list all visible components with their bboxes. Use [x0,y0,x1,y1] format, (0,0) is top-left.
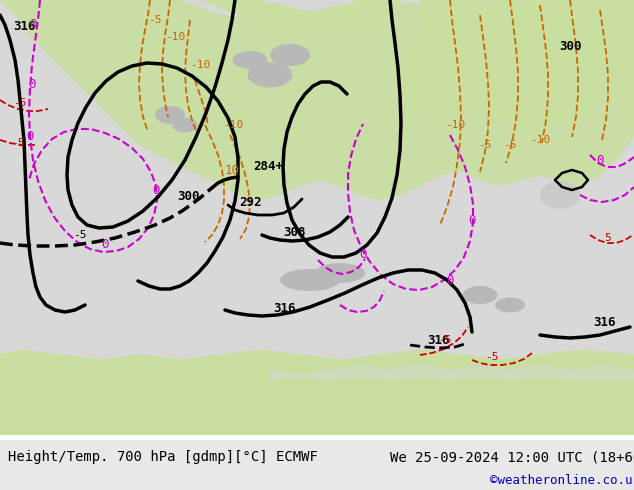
Text: 10: 10 [224,164,240,176]
Text: -5: -5 [478,140,492,150]
Ellipse shape [315,263,365,283]
Text: 0: 0 [596,153,604,167]
Polygon shape [400,0,634,130]
Ellipse shape [270,44,310,66]
Text: Height/Temp. 700 hPa [gdmp][°C] ECMWF: Height/Temp. 700 hPa [gdmp][°C] ECMWF [8,450,318,464]
Polygon shape [0,350,634,435]
Text: 0: 0 [101,239,109,251]
Text: We 25-09-2024 12:00 UTC (18+66): We 25-09-2024 12:00 UTC (18+66) [390,450,634,464]
Text: 0: 0 [469,214,476,226]
Ellipse shape [495,297,525,313]
Text: -10: -10 [223,120,243,130]
Text: 300: 300 [559,41,581,53]
Ellipse shape [280,269,340,291]
Polygon shape [0,0,634,200]
Polygon shape [270,365,634,380]
Text: 0: 0 [446,273,454,287]
Text: -5: -5 [13,98,27,108]
Text: 316: 316 [427,334,450,346]
Text: 0: 0 [26,130,34,144]
Ellipse shape [233,51,268,69]
Polygon shape [200,0,400,35]
Text: -10: -10 [190,60,210,70]
Text: -5: -5 [74,230,87,240]
Text: 0: 0 [359,248,366,262]
Ellipse shape [172,118,198,132]
Text: -5: -5 [11,138,25,148]
Text: -5: -5 [503,140,517,150]
Text: 308: 308 [284,226,306,240]
Ellipse shape [540,181,580,209]
Text: 300: 300 [177,191,199,203]
Text: -10: -10 [445,120,465,130]
Ellipse shape [462,286,498,304]
Text: 292: 292 [239,196,261,210]
Text: 0: 0 [152,183,160,196]
Text: 316: 316 [14,21,36,33]
Text: 0: 0 [29,19,37,31]
Text: 316: 316 [274,301,296,315]
Text: 284+: 284+ [253,161,283,173]
Text: -10: -10 [165,32,185,42]
Ellipse shape [155,106,185,124]
Text: 316: 316 [594,316,616,328]
Ellipse shape [247,63,292,88]
Text: -5: -5 [148,15,162,25]
Text: ©weatheronline.co.uk: ©weatheronline.co.uk [490,473,634,487]
Text: 5: 5 [605,233,611,243]
Text: -5: -5 [438,335,452,345]
Text: -5: -5 [485,352,499,362]
Text: 0: 0 [29,78,36,92]
Text: -10: -10 [530,135,550,145]
